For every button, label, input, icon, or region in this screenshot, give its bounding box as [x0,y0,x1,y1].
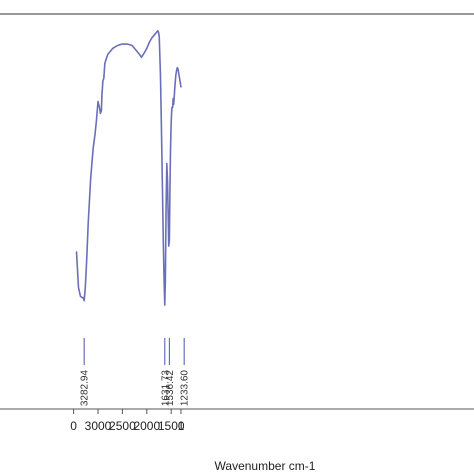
peak-label-2: 1536.42 [165,370,176,407]
series-layer [75,29,182,306]
x-tick-label-2: 2500 [109,419,136,433]
x-tick-label-1: 3000 [85,419,112,433]
x-tick-label-4: 1500 [158,419,185,433]
peak-label-0: 3282.94 [80,370,91,407]
peak-label-3: 1233.60 [180,370,191,407]
x-tick-label-5: 1 [178,419,185,433]
x-axis-title: Wavenumber cm-1 [215,459,316,473]
peak-label-1: 1631.73 [160,370,171,407]
x-tick-label-3: 2000 [133,419,160,433]
x-tick-label-0: 0 [70,419,77,433]
series-line-0 [75,29,182,306]
